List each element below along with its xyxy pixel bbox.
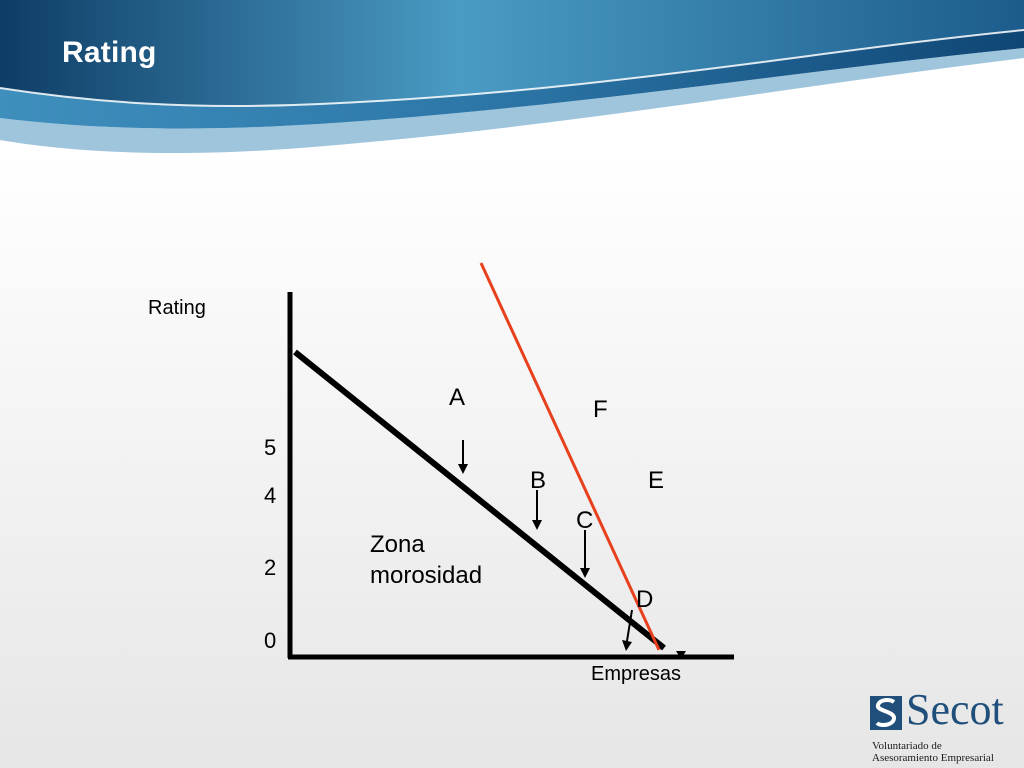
red-rating-line — [479, 262, 661, 651]
arrow-a — [458, 440, 468, 474]
y-tick-label: 0 — [264, 628, 276, 653]
y-tick-label: 4 — [264, 483, 276, 508]
point-label-d: D — [636, 586, 653, 613]
y-tick-label: 2 — [264, 555, 276, 580]
header-banner — [0, 0, 1024, 154]
y-axis-label: Rating — [148, 297, 206, 319]
secot-logo-mark-icon — [870, 696, 902, 730]
secot-logo-tagline-line-1: Voluntariado de — [872, 740, 942, 752]
secot-logo: Secot Voluntariado de Asesoramiento Empr… — [868, 688, 1022, 764]
point-label-f: F — [593, 396, 608, 423]
zone-label-line-1: Zona — [370, 531, 425, 558]
secot-logo-tagline-line-2: Asesoramiento Empresarial — [872, 752, 994, 764]
zone-label-line-2: morosidad — [370, 562, 482, 589]
arrow-c — [580, 530, 590, 578]
arrow-b — [532, 490, 542, 530]
slide-title: Rating — [62, 36, 157, 69]
arrow-d — [622, 609, 633, 651]
x-axis-label: Empresas — [591, 663, 681, 685]
point-label-b: B — [530, 467, 546, 494]
point-label-c: C — [576, 507, 593, 534]
point-label-e: E — [648, 467, 664, 494]
point-label-a: A — [449, 384, 465, 411]
x-axis-arrow-head — [676, 651, 686, 659]
secot-logo-wordmark: Secot — [906, 685, 1004, 734]
black-rating-line — [293, 349, 666, 651]
y-tick-label: 5 — [264, 435, 276, 460]
